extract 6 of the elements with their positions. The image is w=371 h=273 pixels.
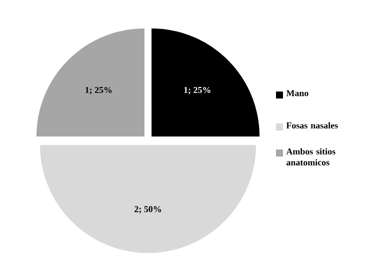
- data-label: 1; 25%: [86, 86, 112, 94]
- legend-label: Fosas nasales: [286, 122, 338, 129]
- data-label: 1; 25%: [184, 86, 210, 94]
- data-label: 2; 50%: [134, 206, 161, 214]
- legend-label: Ambos sitios anatomicos: [286, 148, 336, 166]
- legend-label: Mano: [286, 90, 308, 96]
